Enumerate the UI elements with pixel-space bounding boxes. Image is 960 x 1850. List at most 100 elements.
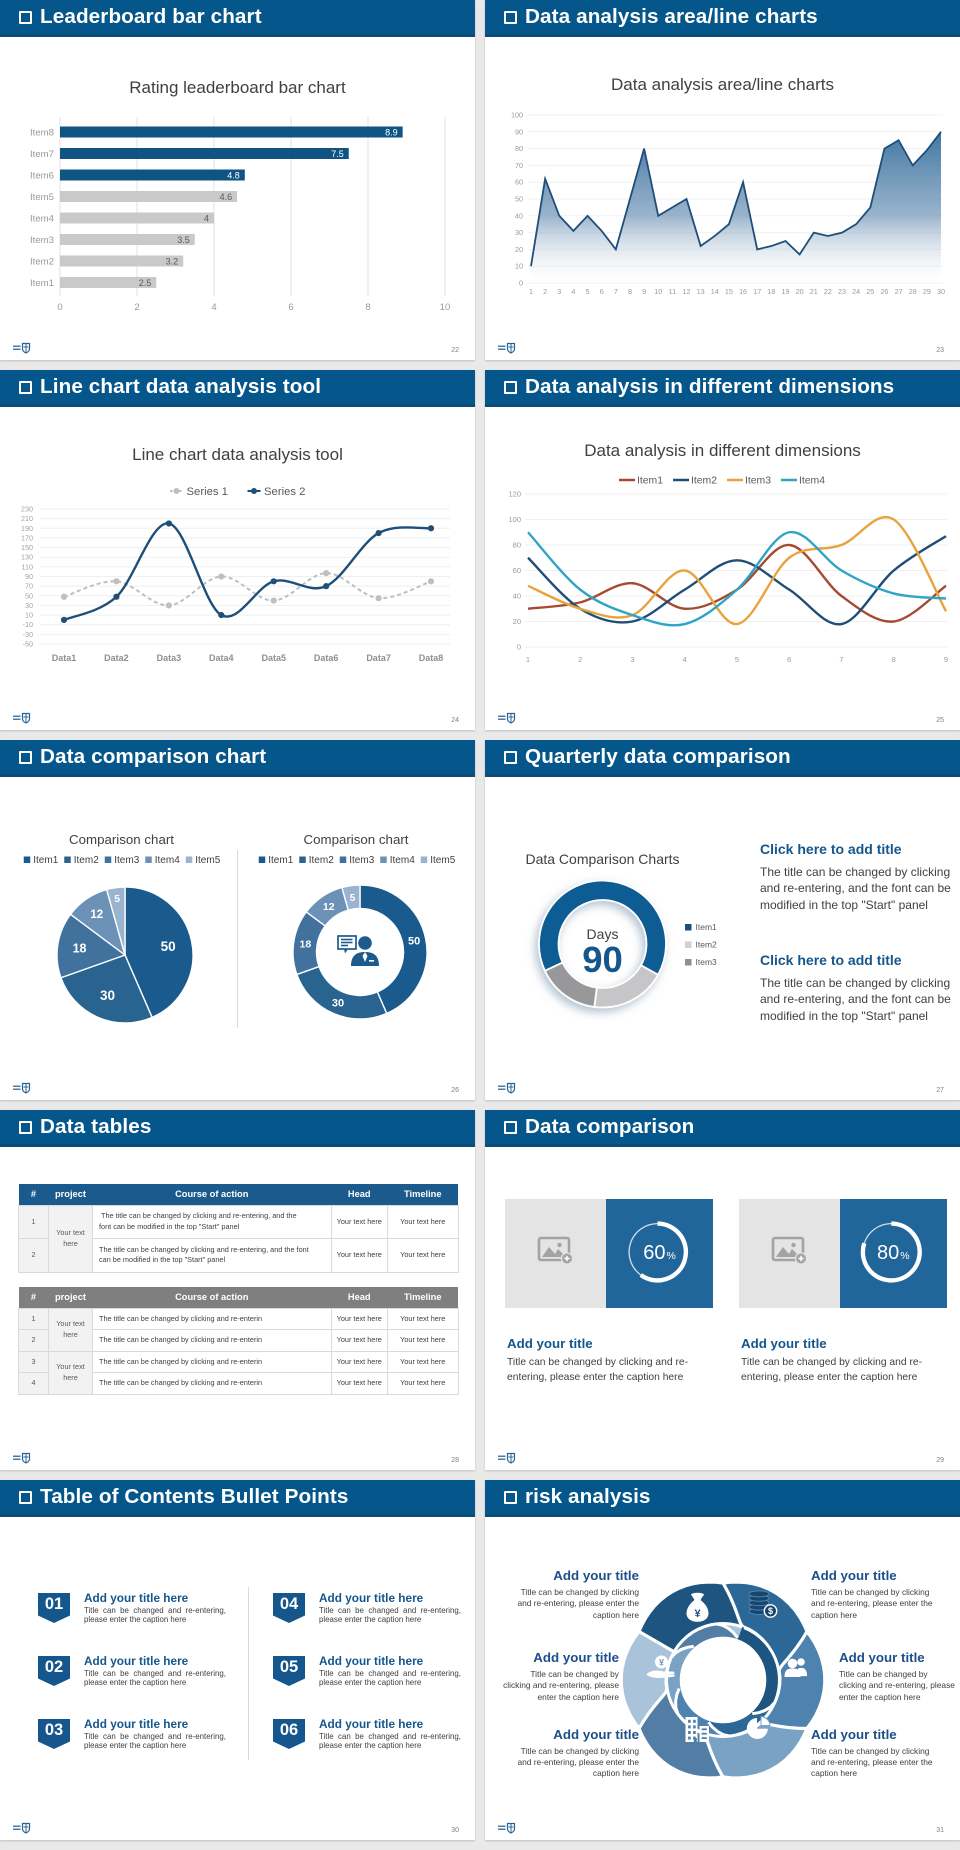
svg-text:Item2: Item2 (309, 855, 334, 866)
svg-text:5: 5 (114, 893, 120, 905)
svg-text:20: 20 (796, 287, 804, 296)
table-header-cell: Course of action (92, 1287, 331, 1308)
svg-text:23: 23 (838, 287, 846, 296)
slide-23-area-chart[interactable]: Data analysis area/line charts Data anal… (485, 0, 960, 360)
svg-text:190: 190 (21, 524, 33, 533)
table-cell: 2 (18, 1238, 49, 1273)
table-header-cell: project (48, 1184, 93, 1205)
table-cell: 3 (18, 1350, 49, 1373)
svg-text:170: 170 (21, 533, 33, 542)
svg-text:60: 60 (515, 178, 523, 187)
svg-text:Data4: Data4 (209, 653, 234, 663)
image-placeholder (505, 1199, 606, 1308)
slide-title: Data analysis in different dimensions (525, 374, 895, 398)
slide-29-data-comparison[interactable]: Data comparison 60% 80% Add your title Ti… (485, 1110, 960, 1470)
logo-icon (498, 1452, 516, 1464)
svg-text:0: 0 (517, 643, 521, 652)
svg-text:70: 70 (25, 582, 33, 591)
svg-text:5: 5 (350, 893, 356, 904)
card-caption: Title can be changed by clicking and re-… (741, 1357, 923, 1384)
slide-header: Quarterly data comparison (485, 740, 960, 777)
svg-text:4: 4 (571, 287, 575, 296)
coins-icon: $ (748, 1590, 778, 1618)
square-bullet-icon (504, 750, 517, 764)
square-bullet-icon (19, 1120, 32, 1134)
svg-text:¥: ¥ (694, 1608, 701, 1620)
svg-text:Item3: Item3 (114, 855, 139, 866)
table-header-cell: Head (331, 1184, 388, 1205)
svg-text:22: 22 (824, 287, 832, 296)
page-number: 24 (451, 717, 459, 724)
svg-text:Item4: Item4 (30, 214, 55, 225)
slide-31-risk-analysis[interactable]: risk analysis ¥ $ ¥ Add your title Title ca… (485, 1480, 960, 1840)
svg-text:Item3: Item3 (696, 957, 718, 967)
table-cell: The title can be changed by clicking and… (92, 1372, 332, 1395)
card-text-1: Add your title Title can be changed by c… (507, 1336, 697, 1386)
logo-icon (13, 1822, 31, 1834)
slide-24-line-chart[interactable]: Line chart data analysis tool Line chart… (0, 370, 475, 730)
svg-text:80: 80 (515, 144, 523, 153)
hand-money-icon: ¥ (647, 1655, 675, 1678)
table-cell: Your text here (387, 1350, 459, 1373)
svg-text:230: 230 (21, 505, 33, 514)
toc-title: Add your title here (319, 1653, 424, 1668)
svg-text:2.5: 2.5 (139, 278, 152, 288)
svg-text:-50: -50 (23, 640, 33, 649)
slide-header: Data analysis in different dimensions (485, 370, 960, 407)
table-cell: Your text here (330, 1238, 388, 1273)
slide-30-table-of-contents[interactable]: Table of Contents Bullet Points 01 Add yo… (0, 1480, 475, 1840)
slide-title: Leaderboard bar chart (40, 4, 262, 28)
svg-text:17: 17 (753, 287, 761, 296)
page-number: 30 (451, 1827, 459, 1834)
square-bullet-icon (504, 380, 517, 394)
svg-text:50: 50 (515, 195, 523, 204)
toc-title: Add your title here (319, 1716, 424, 1731)
slide-27-quarterly-comparison[interactable]: Quarterly data comparison Data Compariso… (485, 740, 960, 1100)
svg-text:10: 10 (25, 611, 33, 620)
table-header-cell: Head (331, 1287, 388, 1308)
table-cell: Your text here (387, 1238, 459, 1273)
slide-title: Data tables (40, 1114, 152, 1138)
slide-22-leaderboard-bar-chart[interactable]: Leaderboard bar chart Rating leaderboard… (0, 0, 475, 360)
slide-28-data-tables[interactable]: Data tables # project Course of action Head… (0, 1110, 475, 1470)
table-cell: 2 (18, 1329, 49, 1352)
card-text-2: Add your title Title can be changed by c… (741, 1336, 931, 1386)
chart-title: Data analysis area/line charts (610, 75, 834, 94)
svg-text:3: 3 (630, 655, 634, 664)
svg-text:Data8: Data8 (419, 653, 444, 663)
slide-header: Data comparison (485, 1110, 960, 1147)
svg-text:30: 30 (100, 988, 115, 1003)
image-placeholder (739, 1199, 840, 1308)
svg-text:Data5: Data5 (261, 653, 286, 663)
svg-text:210: 210 (21, 514, 33, 523)
logo-icon (498, 342, 516, 354)
block-body: The title can be changed by clicking and… (760, 865, 951, 912)
table-cell: Your text here (330, 1204, 388, 1239)
pie-chart-icon (746, 1715, 771, 1739)
logo-icon (498, 1822, 516, 1834)
svg-text:100: 100 (508, 515, 521, 524)
svg-text:Data3: Data3 (157, 653, 182, 663)
svg-text:Item4: Item4 (799, 476, 825, 487)
svg-text:Data1: Data1 (52, 653, 77, 663)
risk-title: Add your title (811, 1726, 897, 1742)
table-header-cell: # (18, 1184, 49, 1205)
slide-25-multi-line-chart[interactable]: Data analysis in different dimensions Da… (485, 370, 960, 730)
svg-text:1: 1 (526, 655, 530, 664)
svg-text:90: 90 (515, 127, 523, 136)
table-cell: Your text here (330, 1372, 388, 1395)
svg-text:Data6: Data6 (314, 653, 339, 663)
svg-text:7: 7 (839, 655, 843, 664)
table-cell: The title can be changed by clicking and… (92, 1350, 332, 1373)
card-title: Add your title (741, 1336, 827, 1351)
svg-text:0: 0 (57, 302, 62, 313)
svg-text:2: 2 (543, 287, 547, 296)
svg-text:1: 1 (529, 287, 533, 296)
risk-caption: Title can be changed by clicking and re-… (811, 1745, 933, 1779)
svg-text:29: 29 (923, 287, 931, 296)
page-number: 31 (936, 1827, 944, 1834)
slide-header: Data analysis area/line charts (485, 0, 960, 37)
slide-26-pie-charts[interactable]: Data comparison chart Comparison chart C… (0, 740, 475, 1100)
risk-block-4: Add your title Title can be changed by cl… (811, 1727, 939, 1780)
slide-title: Data comparison (525, 1114, 695, 1138)
